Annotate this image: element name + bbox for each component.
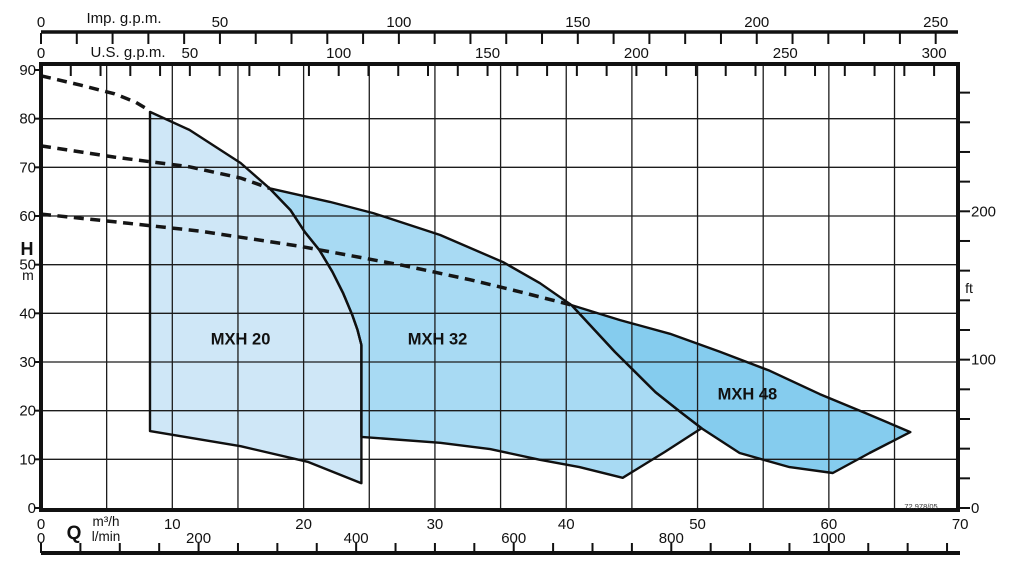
axes-frame — [39, 30, 960, 555]
max-head-limit-curve — [40, 74, 151, 113]
flow-m3h-tick-label: 70 — [952, 516, 969, 533]
us-gpm-tick-label: 300 — [922, 45, 947, 62]
us-gpm-tick-label: 200 — [624, 45, 649, 62]
pump-region-outline-mxh-48 — [570, 303, 912, 475]
region-label-mxh-48: MXH 48 — [717, 385, 778, 404]
imp-gpm-tick-label: 250 — [923, 14, 948, 31]
flow-lmin-tick-label: 0 — [37, 530, 45, 547]
imp-gpm-tick-label: 100 — [386, 14, 411, 31]
us-gpm-tick-label: 250 — [773, 45, 798, 62]
head-m-tick-label: 0 — [28, 500, 36, 517]
head-axis-unit-m: m — [22, 267, 34, 283]
head-m-tick-label: 30 — [19, 354, 36, 371]
head-m-tick-label: 70 — [19, 159, 36, 176]
head-m-tick-label: 40 — [19, 305, 36, 322]
head-ft-tick-label: 200 — [971, 203, 996, 220]
us-gpm-tick-label: 0 — [37, 45, 45, 62]
imp-gpm-tick-label: 150 — [565, 14, 590, 31]
flow-m3h-tick-label: 10 — [164, 516, 181, 533]
head-m-tick-label: 80 — [19, 111, 36, 128]
max-head-limit-curve — [40, 144, 271, 190]
limit-curves — [40, 74, 572, 307]
flow-lmin-tick-label: 1000 — [812, 530, 845, 547]
flow-m3h-tick-label: 0 — [37, 516, 45, 533]
flow-m3h-tick-label: 20 — [295, 516, 312, 533]
flow-lmin-tick-label: 200 — [186, 530, 211, 547]
axis-ticks — [34, 33, 970, 553]
flow-lmin-tick-label: 400 — [344, 530, 369, 547]
flow-axis-unit-lmin: l/min — [91, 529, 121, 544]
head-m-tick-label: 90 — [19, 62, 36, 79]
flow-m3h-tick-label: 30 — [427, 516, 444, 533]
pump-region-outline-mxh-32 — [268, 187, 703, 479]
us-gpm-tick-label: 100 — [326, 45, 351, 62]
flow-m3h-tick-label: 50 — [689, 516, 706, 533]
head-ft-tick-label: 100 — [971, 352, 996, 369]
head-m-tick-label: 10 — [19, 451, 36, 468]
region-label-mxh-20: MXH 20 — [210, 330, 271, 349]
flow-axis-label: Q — [66, 523, 82, 544]
flow-axis-unit-m3h: m³/h — [92, 514, 120, 529]
imperial-gpm-axis-name: Imp. g.p.m. — [86, 10, 162, 27]
region-label-mxh-32: MXH 32 — [407, 330, 468, 349]
us-gpm-tick-label: 50 — [182, 45, 199, 62]
pump-region-mxh-20 — [150, 111, 362, 484]
flow-m3h-tick-label: 60 — [821, 516, 838, 533]
imp-gpm-tick-label: 50 — [212, 14, 229, 31]
max-head-limit-curve — [40, 212, 572, 307]
imp-gpm-tick-label: 0 — [37, 14, 45, 31]
reference-code: 72.978/05 — [904, 502, 938, 511]
flow-m3h-tick-label: 40 — [558, 516, 575, 533]
flow-lmin-tick-label: 600 — [501, 530, 526, 547]
pump-region-mxh-48 — [571, 305, 911, 473]
head-ft-tick-label: 0 — [971, 500, 979, 517]
head-m-tick-label: 60 — [19, 208, 36, 225]
head-m-tick-label: 20 — [19, 403, 36, 420]
us-gpm-axis-name: U.S. g.p.m. — [90, 44, 166, 61]
imp-gpm-tick-label: 200 — [744, 14, 769, 31]
head-m-tick-label: 50 — [19, 257, 36, 274]
pump-regions-outline — [148, 110, 912, 485]
head-axis-label: H — [20, 239, 34, 259]
us-gpm-tick-label: 150 — [475, 45, 500, 62]
flow-lmin-tick-label: 800 — [659, 530, 684, 547]
head-axis-unit-ft: ft — [965, 280, 973, 296]
